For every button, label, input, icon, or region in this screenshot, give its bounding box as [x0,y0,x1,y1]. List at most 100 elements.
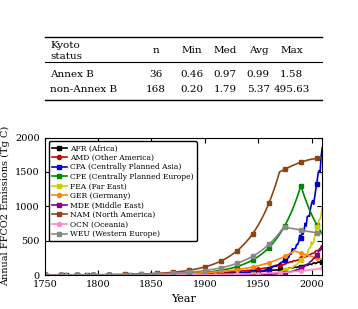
Text: Max: Max [280,46,303,55]
Line: MDE (Middle East): MDE (Middle East) [43,244,324,277]
Text: 495.63: 495.63 [274,85,310,94]
CPA (Centrally Planned Asia) [320,146,324,149]
Line: GER (Germany): GER (Germany) [43,249,324,277]
GER (Germany) [64,273,68,277]
Text: 5.37: 5.37 [247,85,270,94]
OCN (Oceania) [43,273,47,277]
Line: CPE (Centrally Planned Europe): CPE (Centrally Planned Europe) [43,184,324,277]
Y-axis label: Annual FFCO2 Emissions (Tg C): Annual FFCO2 Emissions (Tg C) [1,126,10,286]
Line: CPA (Centrally Planned Asia): CPA (Centrally Planned Asia) [43,146,324,277]
FEA (Far East) [64,273,68,277]
WEU (Western Europe) [280,228,284,232]
Text: 168: 168 [146,85,166,94]
Legend: AFR (Africa), AMD (Other America), CPA (Centrally Planned Asia), CPE (Centrally : AFR (Africa), AMD (Other America), CPA (… [49,142,197,241]
OCN (Oceania) [280,271,284,274]
AMD (Other America) [61,273,65,277]
CPE (Centrally Planned Europe) [64,273,68,277]
MDE (Middle East) [188,273,192,277]
WEU (Western Europe) [139,273,143,276]
NAM (North America) [145,272,149,276]
OCN (Oceania) [139,273,143,277]
MDE (Middle East) [43,273,47,277]
WEU (Western Europe) [320,232,324,236]
NAM (North America) [320,156,324,160]
Line: FEA (Far East): FEA (Far East) [43,205,324,277]
Text: 0.99: 0.99 [247,70,270,79]
MDE (Middle East) [140,273,144,277]
CPE (Centrally Planned Europe) [60,273,64,277]
Text: non-Annex B: non-Annex B [50,85,117,94]
AFR (Africa) [64,273,68,277]
Line: NAM (North America): NAM (North America) [43,156,324,277]
CPA (Centrally Planned Asia) [64,273,68,277]
GER (Germany) [187,272,191,275]
CPE (Centrally Planned Europe) [187,272,191,275]
Text: 0.46: 0.46 [180,70,203,79]
Text: Min: Min [182,46,202,55]
FEA (Far East) [145,273,149,277]
FEA (Far East) [280,269,284,273]
CPA (Centrally Planned Asia) [43,273,47,277]
Text: Annex B: Annex B [50,70,94,79]
AFR (Africa) [319,260,323,263]
AFR (Africa) [187,272,191,276]
WEU (Western Europe) [282,225,286,229]
OCN (Oceania) [145,273,149,277]
CPE (Centrally Planned Europe) [280,229,284,233]
CPE (Centrally Planned Europe) [43,273,47,277]
AMD (Other America) [146,273,150,277]
AFR (Africa) [139,273,143,277]
MDE (Middle East) [320,243,324,247]
Text: n: n [153,46,159,55]
GER (Germany) [145,273,149,276]
Text: 1.58: 1.58 [280,70,303,79]
CPE (Centrally Planned Europe) [139,273,143,277]
GER (Germany) [292,249,297,253]
Text: 0.97: 0.97 [213,70,237,79]
CPA (Centrally Planned Asia) [145,273,149,277]
NAM (North America) [43,273,47,277]
FEA (Far East) [60,273,64,277]
AMD (Other America) [320,245,324,249]
AFR (Africa) [280,267,284,271]
Line: AFR (Africa): AFR (Africa) [43,260,324,277]
CPE (Centrally Planned Europe) [320,232,324,236]
MDE (Middle East) [65,273,69,277]
AMD (Other America) [65,273,69,277]
Text: Avg: Avg [248,46,268,55]
Line: AMD (Other America): AMD (Other America) [43,245,324,277]
AMD (Other America) [188,272,192,276]
Line: WEU (Western Europe): WEU (Western Europe) [43,225,324,277]
AMD (Other America) [281,263,285,266]
FEA (Far East) [320,205,324,209]
MDE (Middle East) [146,273,150,277]
MDE (Middle East) [281,271,285,275]
Text: Med: Med [213,46,237,55]
AMD (Other America) [140,273,144,277]
Text: 36: 36 [149,70,163,79]
GER (Germany) [43,273,47,277]
FEA (Far East) [43,273,47,277]
GER (Germany) [60,273,64,277]
GER (Germany) [280,256,284,260]
WEU (Western Europe) [64,273,68,277]
Text: Kyoto
status: Kyoto status [50,41,82,61]
FEA (Far East) [187,273,191,277]
OCN (Oceania) [60,273,64,277]
NAM (North America) [60,273,64,277]
Line: OCN (Oceania): OCN (Oceania) [43,266,324,277]
GER (Germany) [320,257,324,261]
AFR (Africa) [320,260,324,264]
AMD (Other America) [44,273,48,277]
AMD (Other America) [43,273,47,277]
NAM (North America) [280,169,284,173]
MDE (Middle East) [44,273,48,277]
WEU (Western Europe) [187,270,191,274]
WEU (Western Europe) [145,273,149,276]
CPA (Centrally Planned Asia) [187,273,191,277]
CPA (Centrally Planned Asia) [60,273,64,277]
CPE (Centrally Planned Europe) [145,273,149,277]
NAM (North America) [64,273,68,277]
GER (Germany) [139,273,143,277]
NAM (North America) [187,269,191,272]
